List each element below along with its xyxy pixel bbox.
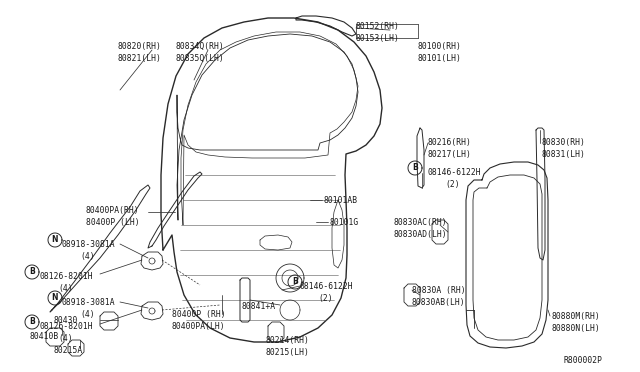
Text: 80830(RH): 80830(RH): [542, 138, 586, 147]
Text: 80410B: 80410B: [30, 332, 60, 341]
Text: 80820(RH): 80820(RH): [118, 42, 162, 51]
Text: 08126-8201H: 08126-8201H: [40, 322, 93, 331]
Text: 80400P (LH): 80400P (LH): [86, 218, 140, 227]
Text: 80400PA(RH): 80400PA(RH): [86, 206, 140, 215]
Text: 80841+A: 80841+A: [242, 302, 276, 311]
Text: 80834Q(RH): 80834Q(RH): [175, 42, 224, 51]
Text: 80152(RH): 80152(RH): [356, 22, 400, 31]
Text: B: B: [292, 278, 298, 286]
Text: 80400P (RH): 80400P (RH): [172, 310, 226, 319]
Text: 80215A: 80215A: [54, 346, 83, 355]
Text: 80880N(LH): 80880N(LH): [552, 324, 601, 333]
Text: 80880M(RH): 80880M(RH): [552, 312, 601, 321]
Text: 80830AB(LH): 80830AB(LH): [412, 298, 466, 307]
Text: 80101AB: 80101AB: [324, 196, 358, 205]
Text: (4): (4): [80, 252, 95, 261]
Text: B: B: [29, 267, 35, 276]
Text: 08918-3081A: 08918-3081A: [62, 298, 116, 307]
Text: 80430: 80430: [54, 316, 78, 325]
Text: 80101G: 80101G: [330, 218, 359, 227]
Text: 08126-8201H: 08126-8201H: [40, 272, 93, 281]
Text: 80830AC(RH): 80830AC(RH): [394, 218, 447, 227]
Text: 80835Q(LH): 80835Q(LH): [175, 54, 224, 63]
Text: 80831(LH): 80831(LH): [542, 150, 586, 159]
Text: N: N: [52, 235, 58, 244]
Text: (4): (4): [58, 334, 72, 343]
Text: 80214(RH): 80214(RH): [266, 336, 310, 345]
Text: B: B: [29, 317, 35, 327]
Text: B: B: [412, 164, 418, 173]
Text: (2): (2): [445, 180, 460, 189]
Text: 80821(LH): 80821(LH): [118, 54, 162, 63]
Text: 08146-6122H: 08146-6122H: [300, 282, 354, 291]
Text: 80153(LH): 80153(LH): [356, 34, 400, 43]
Text: 80215(LH): 80215(LH): [266, 348, 310, 357]
Text: 08146-6122H: 08146-6122H: [428, 168, 482, 177]
Text: N: N: [52, 294, 58, 302]
Text: 80830AD(LH): 80830AD(LH): [394, 230, 447, 239]
Text: (4): (4): [58, 284, 72, 293]
Text: R800002P: R800002P: [564, 356, 603, 365]
Text: 08918-3081A: 08918-3081A: [62, 240, 116, 249]
Text: 80216(RH): 80216(RH): [428, 138, 472, 147]
Text: 80830A (RH): 80830A (RH): [412, 286, 466, 295]
Text: 80101(LH): 80101(LH): [418, 54, 462, 63]
Text: 80217(LH): 80217(LH): [428, 150, 472, 159]
Text: 80100(RH): 80100(RH): [418, 42, 462, 51]
Text: (2): (2): [318, 294, 333, 303]
Text: 80400PA(LH): 80400PA(LH): [172, 322, 226, 331]
Text: (4): (4): [80, 310, 95, 319]
